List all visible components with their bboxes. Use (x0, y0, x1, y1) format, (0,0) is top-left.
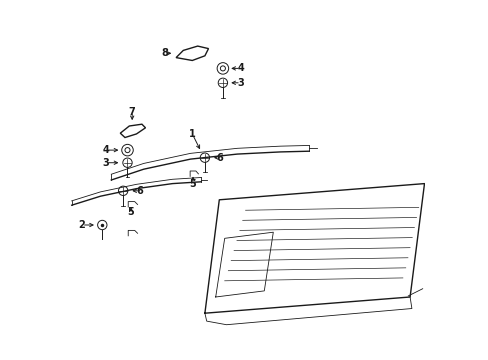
Text: 1: 1 (188, 129, 195, 139)
Text: 6: 6 (137, 186, 143, 196)
Text: 5: 5 (189, 179, 196, 189)
Text: 7: 7 (128, 107, 135, 117)
Text: 6: 6 (216, 153, 222, 163)
Text: 3: 3 (237, 78, 244, 88)
Text: 8: 8 (161, 48, 168, 58)
Text: 3: 3 (102, 158, 109, 168)
Text: 5: 5 (127, 207, 134, 217)
Text: 2: 2 (78, 220, 85, 230)
Text: 4: 4 (102, 145, 109, 155)
Text: 4: 4 (237, 63, 244, 73)
